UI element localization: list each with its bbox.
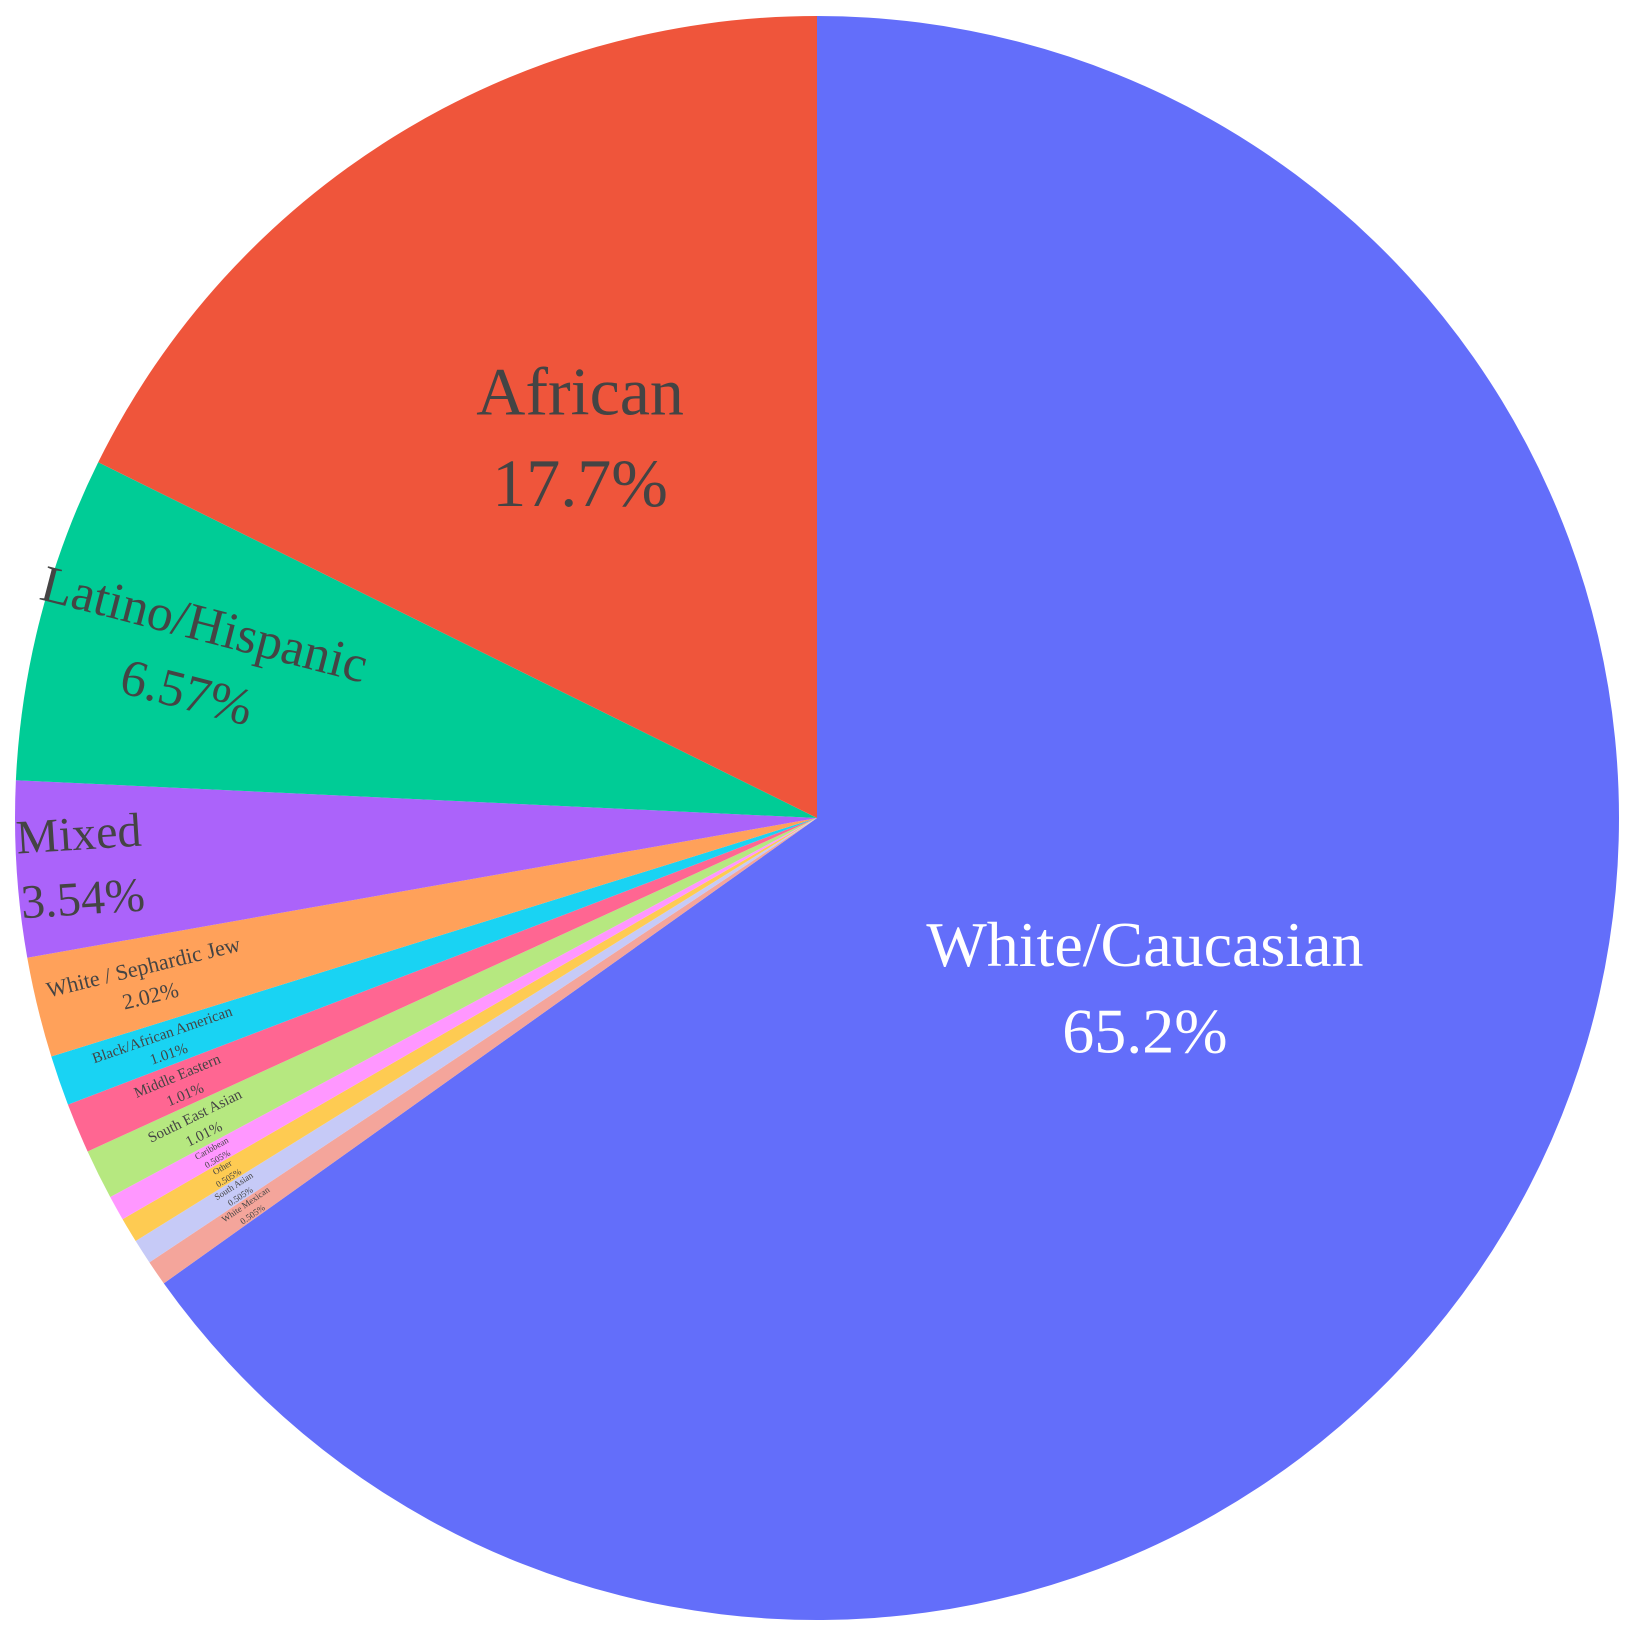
pie-slice-south-asian[interactable] xyxy=(135,818,818,1263)
pie-slice-white-sephardic-jew[interactable] xyxy=(27,818,817,1057)
pie-slice-mixed[interactable] xyxy=(14,780,817,958)
slice-label-group-white-caucasian: White/Caucasian 65.2% xyxy=(926,909,1363,1066)
slice-value-white-caucasian: 65.2% xyxy=(1062,996,1227,1067)
pie-slice-south-east-asian[interactable] xyxy=(87,818,818,1198)
slice-label-white-caucasian: White/Caucasian xyxy=(926,909,1363,980)
pie-slice-white-mexican[interactable] xyxy=(149,818,818,1284)
pie-slice-caribbean[interactable] xyxy=(110,818,817,1220)
pie-slice-white-caucasian[interactable] xyxy=(163,16,1620,1621)
pie-slice-black-african-american[interactable] xyxy=(51,818,817,1105)
slice-label-group-african: African 17.7% xyxy=(476,353,684,521)
slice-value-mixed: 3.54% xyxy=(19,868,146,929)
pie-slice-latino-hispanic[interactable] xyxy=(15,462,817,818)
pie-slice-african[interactable] xyxy=(98,16,818,818)
pie-slice-other[interactable] xyxy=(122,818,817,1242)
pie-slice-middle-eastern[interactable] xyxy=(67,818,817,1152)
slice-label-african: African xyxy=(476,353,684,429)
slice-value-african: 17.7% xyxy=(492,445,668,521)
slices-layer xyxy=(14,16,1620,1621)
slice-label-mixed: Mixed xyxy=(14,804,142,865)
